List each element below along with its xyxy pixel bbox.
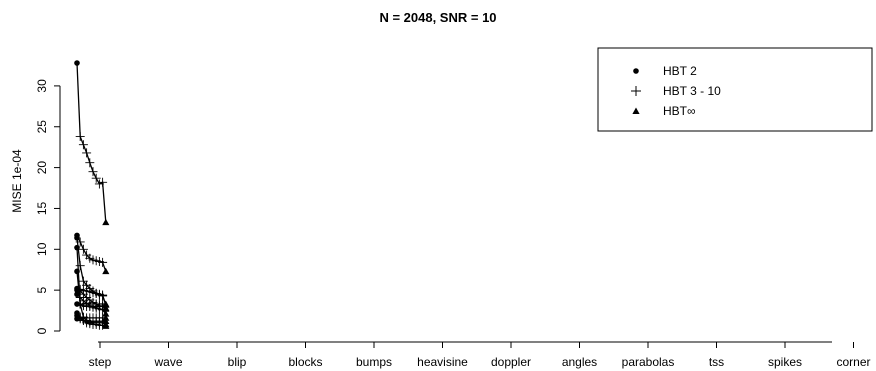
x-tick-label-blip: blip bbox=[228, 355, 247, 369]
x-tick-label-bumps: bumps bbox=[356, 355, 392, 369]
point-hbt2-step bbox=[74, 60, 80, 66]
x-tick-label-wave: wave bbox=[153, 355, 182, 369]
point-hbt4-blocks bbox=[78, 244, 88, 254]
point-hbtinf-tss bbox=[102, 314, 110, 321]
legend-box bbox=[597, 47, 873, 132]
point-hbt10-blocks bbox=[98, 257, 108, 267]
y-axis-label: MISE 1e-04 bbox=[10, 149, 24, 213]
y-ticks: 0 5 10 15 20 25 30 bbox=[35, 79, 60, 334]
x-tick-label-corner: corner bbox=[836, 355, 870, 369]
x-tick-label-heavisine: heavisine bbox=[417, 355, 468, 369]
y-tick-label: 10 bbox=[35, 242, 49, 256]
point-hbt7-step bbox=[88, 167, 98, 177]
point-hbt10-step bbox=[98, 177, 108, 187]
point-hbt6-step bbox=[85, 158, 95, 168]
series-line-step bbox=[76, 62, 107, 223]
legend-label-hbt3-10: HBT 3 - 10 bbox=[663, 84, 721, 98]
y-tick-label: 5 bbox=[35, 286, 49, 293]
x-tick-label-spikes: spikes bbox=[768, 355, 802, 369]
x-tick-label-doppler: doppler bbox=[491, 355, 531, 369]
series-step bbox=[74, 60, 110, 226]
series-blocks bbox=[74, 232, 110, 275]
legend-plus-marker bbox=[631, 86, 641, 96]
legend-label-hbt2: HBT 2 bbox=[663, 64, 697, 78]
point-hbtinf-corner bbox=[102, 322, 110, 329]
legend: HBT 2 HBT 3 - 10 HBT∞ bbox=[597, 47, 873, 132]
y-tick-label: 0 bbox=[35, 327, 49, 334]
x-tick-label-tss: tss bbox=[709, 355, 724, 369]
point-hbt2-corner bbox=[74, 310, 80, 316]
point-hbt2-parabolas bbox=[74, 244, 80, 251]
point-hbt3-blocks bbox=[75, 237, 85, 247]
point-hbt4-step bbox=[78, 140, 88, 150]
point-hbt2-bumps bbox=[74, 291, 80, 298]
x-tick-label-blocks: blocks bbox=[288, 355, 322, 369]
legend-label-hbtinf: HBT∞ bbox=[663, 104, 696, 118]
point-hbtinf-bumps bbox=[102, 310, 110, 317]
x-tick-label-angles: angles bbox=[562, 355, 597, 369]
series-parabolas bbox=[74, 244, 110, 312]
point-hbt8-step bbox=[91, 173, 101, 183]
legend-circle-marker bbox=[633, 68, 639, 74]
x-tick-label-step: step bbox=[89, 355, 112, 369]
chart-title: N = 2048, SNR = 10 bbox=[379, 10, 496, 25]
y-tick-label: 20 bbox=[35, 161, 49, 175]
x-tick-label-parabolas: parabolas bbox=[622, 355, 675, 369]
y-tick-label: 25 bbox=[35, 120, 49, 134]
y-tick-label: 15 bbox=[35, 201, 49, 215]
point-hbt5-step bbox=[82, 148, 92, 158]
point-hbtinf-blocks bbox=[102, 267, 110, 275]
point-hbt3-step bbox=[75, 132, 85, 142]
point-hbt3-blip bbox=[75, 261, 85, 271]
legend-triangle-marker bbox=[632, 107, 640, 114]
point-hbt2-blocks bbox=[74, 232, 80, 239]
y-tick-label: 30 bbox=[35, 79, 49, 93]
point-hbtinf-parabolas bbox=[102, 305, 110, 312]
point-hbtinf-step bbox=[102, 218, 110, 226]
point-hbt10-heavisine bbox=[98, 290, 108, 300]
series-group bbox=[74, 60, 110, 330]
x-ticks: step wave blip blocks bumps heavisine doppler a… bbox=[89, 342, 871, 369]
series-corner bbox=[74, 310, 110, 330]
